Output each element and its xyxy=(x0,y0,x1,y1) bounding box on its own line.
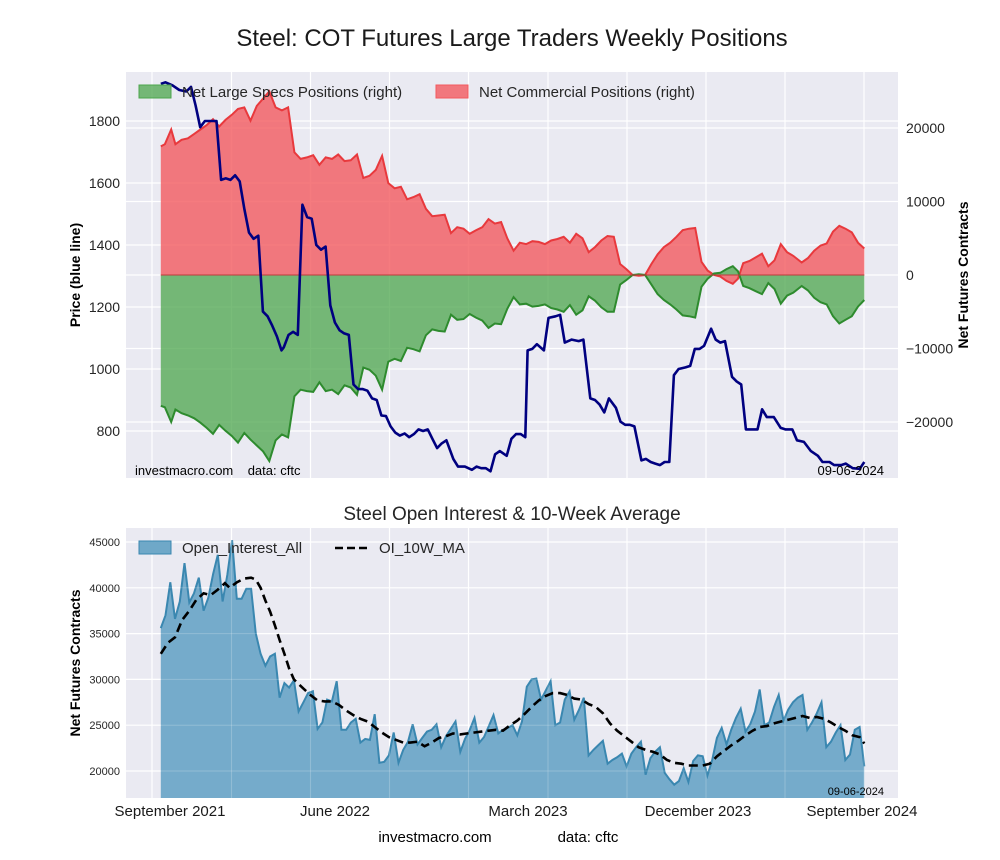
legend-swatch-specs xyxy=(138,84,172,99)
top-ylabel-right: Net Futures Contracts xyxy=(955,201,971,348)
legend-swatch-oi xyxy=(138,540,172,555)
specs-area xyxy=(160,266,865,461)
bottom-date-note: 09-06-2024 xyxy=(828,786,884,798)
oi-line xyxy=(159,540,866,787)
bottom-xtick-label: September 2021 xyxy=(115,803,226,820)
bottom-ytick-label: 20000 xyxy=(89,766,120,778)
specs-line xyxy=(160,265,866,464)
bottom-ytick-label: 25000 xyxy=(89,720,120,732)
footer-source: data: cftc xyxy=(558,829,619,846)
top-position-areas xyxy=(160,89,866,464)
bottom-xticks: September 2021 June 2022 March 2023 Decembe… xyxy=(115,803,918,820)
top-ylabel-left: Price (blue line) xyxy=(67,223,83,327)
footer-site: investmacro.com xyxy=(378,829,491,846)
top-ytick-right-label: 20000 xyxy=(906,120,945,136)
bottom-xtick-label: June 2022 xyxy=(300,803,370,820)
oi-chart-title: Steel Open Interest & 10-Week Average xyxy=(343,504,680,525)
top-ytick-right-label: 10000 xyxy=(906,194,945,210)
top-ytick-right-label: −20000 xyxy=(906,414,953,430)
bottom-ytick-label: 30000 xyxy=(89,674,120,686)
top-left-yticks: 800 1000 1200 1400 1600 1800 xyxy=(89,113,120,439)
bottom-xtick-label: December 2023 xyxy=(645,803,752,820)
top-ytick-label: 1200 xyxy=(89,299,120,315)
top-price-line-group xyxy=(160,81,866,473)
top-date-note: 09-06-2024 xyxy=(818,463,885,478)
bottom-ytick-label: 40000 xyxy=(89,583,120,595)
top-ytick-label: 1800 xyxy=(89,113,120,129)
oi-area-group xyxy=(126,528,898,798)
bottom-ylabel: Net Futures Contracts xyxy=(67,589,83,736)
top-ytick-label: 800 xyxy=(97,423,121,439)
bottom-xtick-label: September 2024 xyxy=(807,803,918,820)
bottom-ytick-label: 35000 xyxy=(89,629,120,641)
legend-label-ma: OI_10W_MA xyxy=(379,540,465,557)
legend-swatch-commercial xyxy=(435,84,469,99)
top-source-note: investmacro.com data: cftc xyxy=(135,463,301,478)
top-ytick-right-label: 0 xyxy=(906,267,914,283)
legend-label-oi: Open_Interest_All xyxy=(182,540,302,557)
commercial-line xyxy=(160,89,865,285)
legend-label-specs: Net Large Specs Positions (right) xyxy=(182,84,402,101)
oi-ma-group xyxy=(159,576,866,767)
top-ytick-label: 1400 xyxy=(89,237,120,253)
commercial-area xyxy=(160,91,865,284)
chart-title: Steel: COT Futures Large Traders Weekly … xyxy=(236,25,787,52)
top-ytick-right-label: −10000 xyxy=(906,341,953,357)
top-right-yticks: −20000 −10000 0 10000 20000 xyxy=(906,120,953,430)
bottom-yticks: 20000 25000 30000 35000 40000 45000 xyxy=(89,537,120,778)
oi-ma-line xyxy=(159,576,866,767)
oi-area xyxy=(160,540,865,798)
legend-label-commercial: Net Commercial Positions (right) xyxy=(479,84,695,101)
price-line xyxy=(160,81,866,473)
top-ytick-label: 1000 xyxy=(89,361,120,377)
bottom-ytick-label: 45000 xyxy=(89,537,120,549)
bottom-xtick-label: March 2023 xyxy=(488,803,567,820)
top-ytick-label: 1600 xyxy=(89,175,120,191)
